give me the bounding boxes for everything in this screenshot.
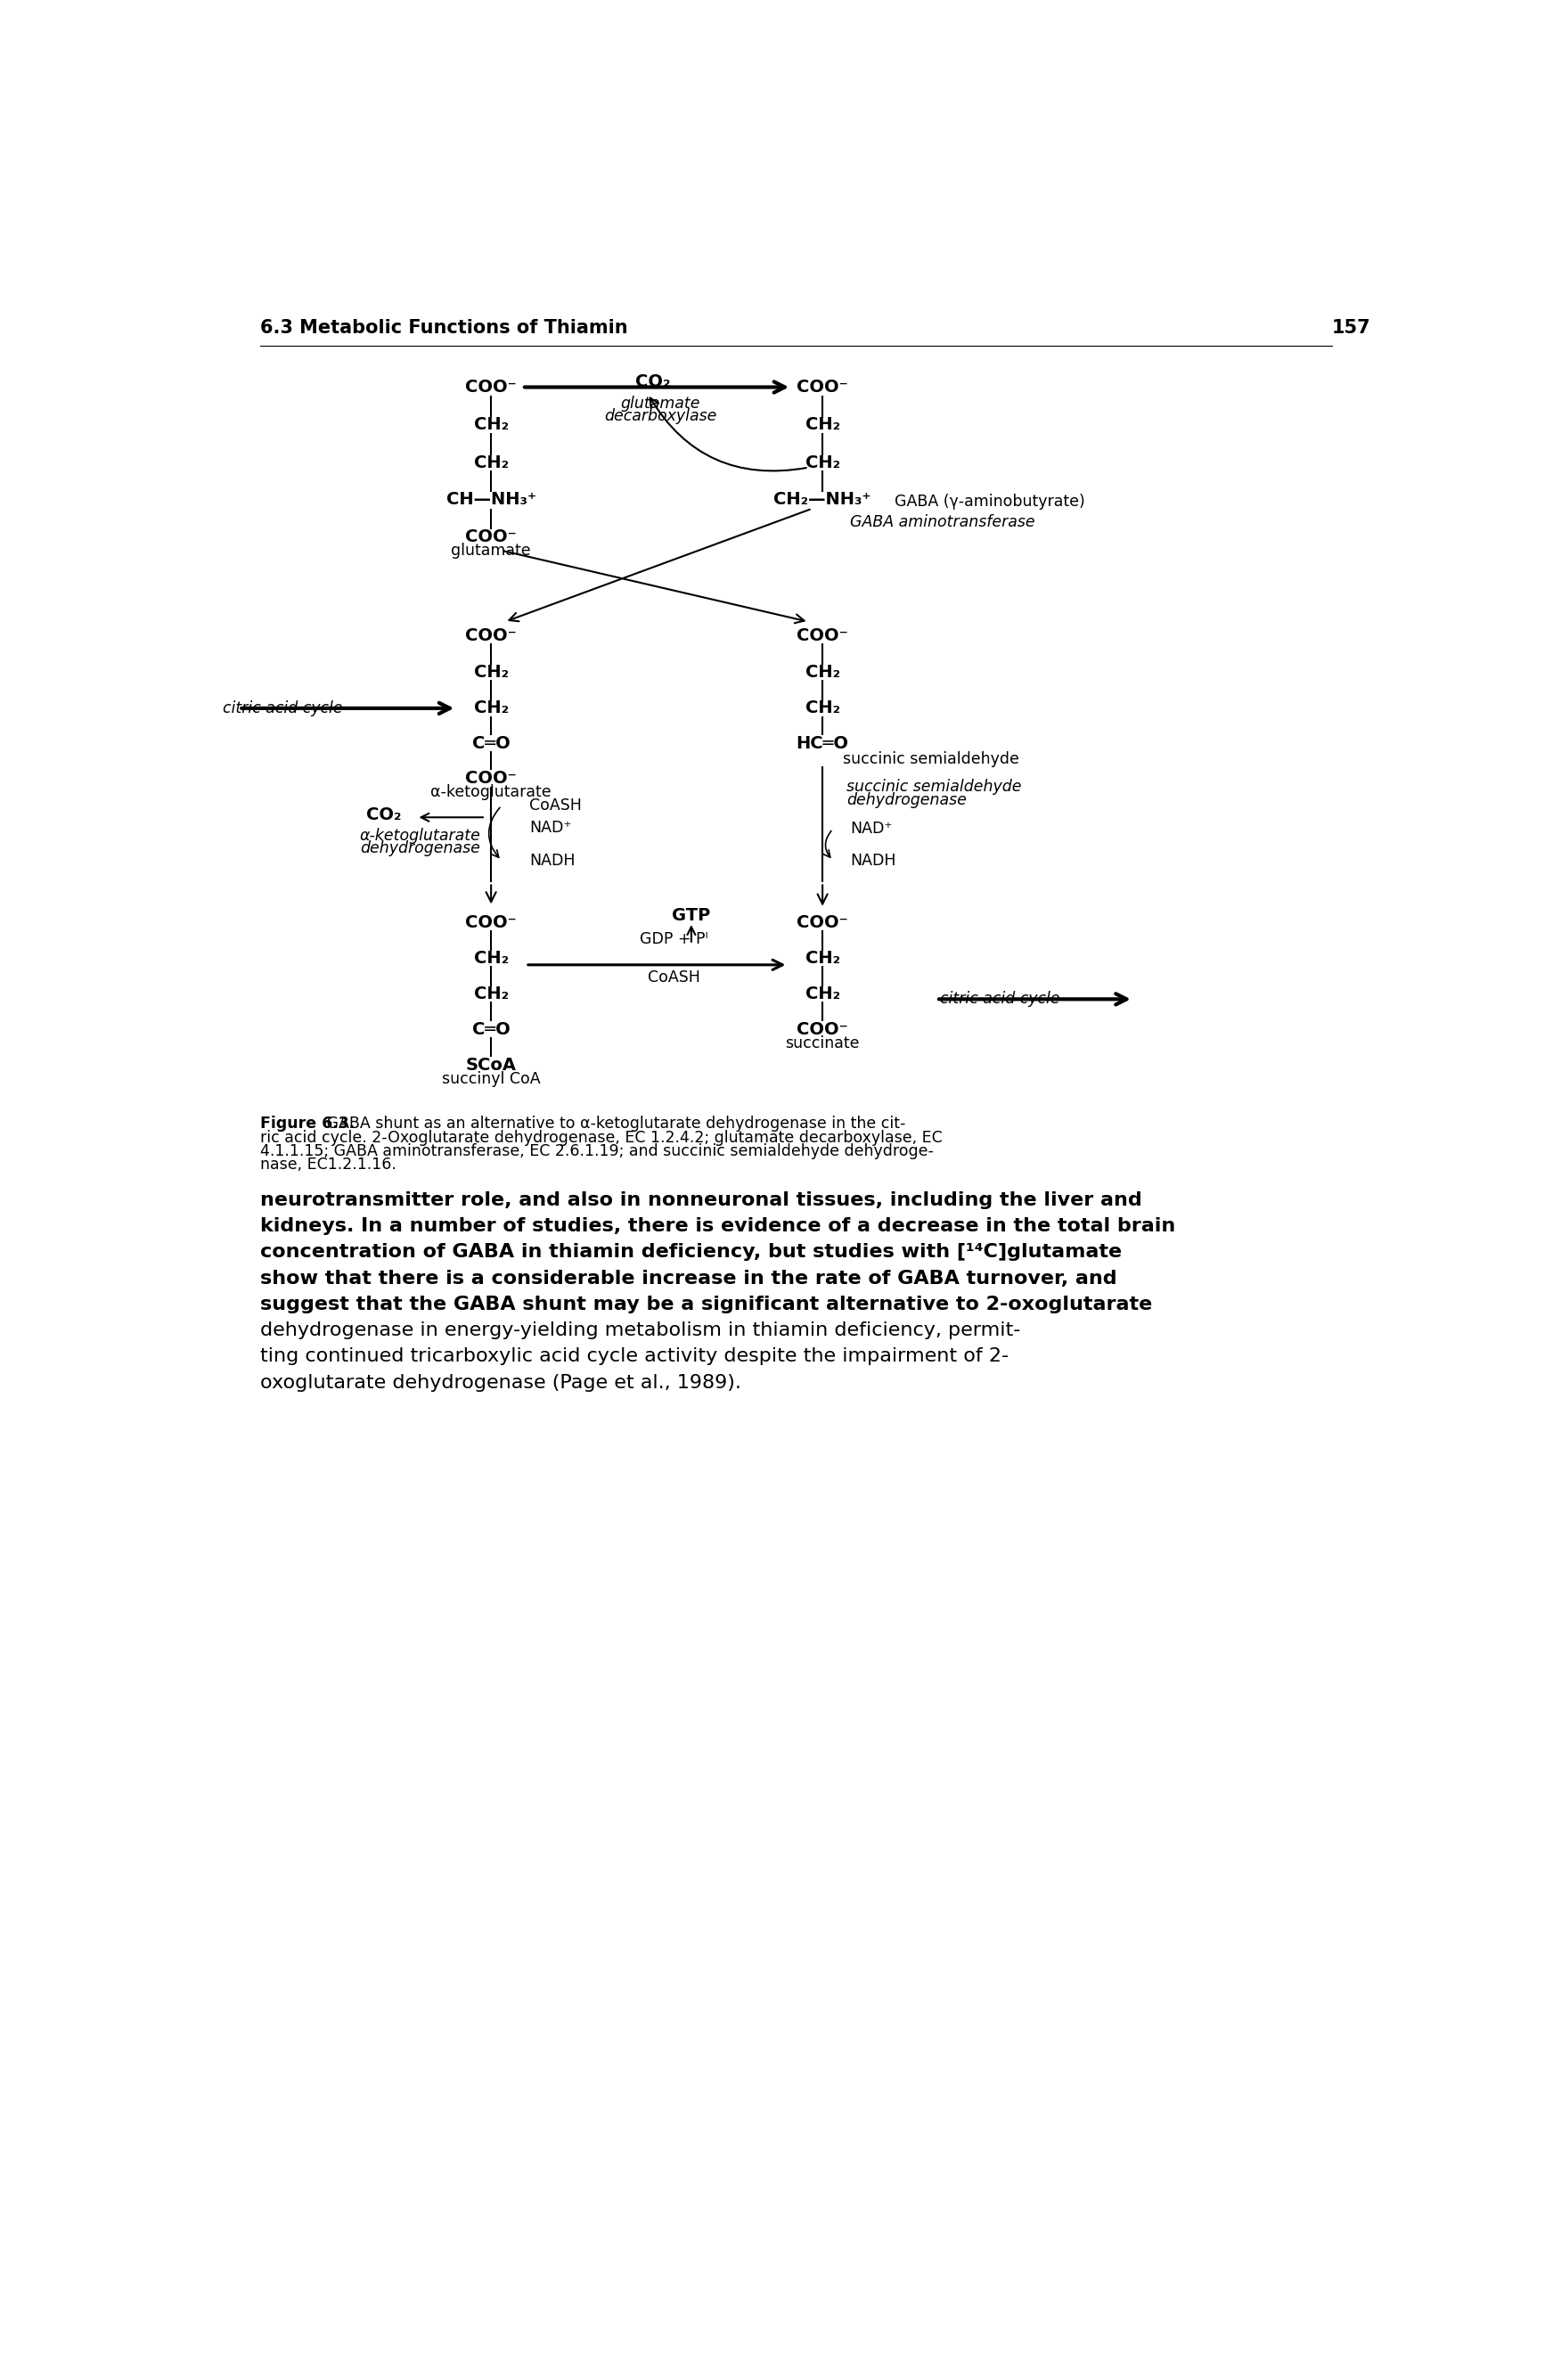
Text: 157: 157 [1332, 319, 1371, 338]
Text: Figure 6.3.: Figure 6.3. [259, 1116, 354, 1133]
Text: nase, EC1.2.1.16.: nase, EC1.2.1.16. [259, 1157, 396, 1173]
Text: dehydrogenase in energy-yielding metabolism in thiamin deficiency, permit-: dehydrogenase in energy-yielding metabol… [259, 1321, 1020, 1340]
Text: COO⁻: COO⁻ [797, 626, 848, 645]
Text: NAD⁺: NAD⁺ [849, 821, 893, 838]
Text: CH₂: CH₂ [474, 700, 508, 716]
Text: HC═O: HC═O [797, 735, 849, 752]
Text: COO⁻: COO⁻ [466, 769, 517, 788]
Text: oxoglutarate dehydrogenase (Page et al., 1989).: oxoglutarate dehydrogenase (Page et al.,… [259, 1373, 741, 1392]
Text: CH₂: CH₂ [804, 985, 840, 1002]
Text: CH₂: CH₂ [474, 985, 508, 1002]
Text: COO⁻: COO⁻ [797, 1021, 848, 1038]
Text: CH₂: CH₂ [474, 416, 508, 433]
Text: GDP + Pᴵ: GDP + Pᴵ [640, 931, 708, 947]
Text: CO₂: CO₂ [635, 374, 671, 390]
Text: CH₂: CH₂ [804, 950, 840, 966]
Text: show that there is a considerable increase in the rate of GABA turnover, and: show that there is a considerable increa… [259, 1269, 1117, 1288]
Text: succinic semialdehyde: succinic semialdehyde [843, 752, 1019, 766]
Text: ric acid cycle. 2-Oxoglutarate dehydrogenase, EC 1.2.4.2; glutamate decarboxylas: ric acid cycle. 2-Oxoglutarate dehydroge… [259, 1130, 943, 1145]
Text: CH—NH₃⁺: CH—NH₃⁺ [446, 490, 536, 509]
Text: suggest that the GABA shunt may be a significant alternative to 2-oxoglutarate: suggest that the GABA shunt may be a sig… [259, 1295, 1152, 1314]
Text: CH₂: CH₂ [804, 664, 840, 681]
Text: ting continued tricarboxylic acid cycle activity despite the impairment of 2-: ting continued tricarboxylic acid cycle … [259, 1347, 1008, 1366]
Text: C═O: C═O [472, 1021, 509, 1038]
Text: GABA shunt as an alternative to α-ketoglutarate dehydrogenase in the cit-: GABA shunt as an alternative to α-ketogl… [321, 1116, 905, 1133]
Text: citric acid cycle: citric acid cycle [222, 700, 343, 716]
Text: COO⁻: COO⁻ [797, 914, 848, 931]
Text: citric acid cycle: citric acid cycle [940, 990, 1059, 1007]
Text: α-ketoglutarate: α-ketoglutarate [360, 828, 481, 845]
Text: decarboxylase: decarboxylase [604, 407, 716, 424]
Text: CH₂: CH₂ [474, 455, 508, 471]
Text: dehydrogenase: dehydrogenase [846, 793, 968, 809]
Text: COO⁻: COO⁻ [466, 914, 517, 931]
Text: NADH: NADH [849, 852, 896, 869]
Text: glutamate: glutamate [450, 543, 531, 559]
Text: CO₂: CO₂ [367, 807, 401, 823]
Text: COO⁻: COO⁻ [466, 528, 517, 545]
Text: succinyl CoA: succinyl CoA [441, 1071, 540, 1088]
Text: succinic semialdehyde: succinic semialdehyde [846, 778, 1022, 795]
Text: NADH: NADH [530, 852, 575, 869]
Text: COO⁻: COO⁻ [466, 378, 517, 395]
Text: CH₂: CH₂ [804, 416, 840, 433]
Text: C═O: C═O [472, 735, 509, 752]
Text: COO⁻: COO⁻ [797, 378, 848, 395]
Text: CoASH: CoASH [530, 797, 581, 814]
Text: CH₂: CH₂ [804, 700, 840, 716]
Text: 4.1.1.15; GABA aminotransferase, EC 2.6.1.19; and succinic semialdehyde dehydrog: 4.1.1.15; GABA aminotransferase, EC 2.6.… [259, 1142, 933, 1159]
Text: 6.3 Metabolic Functions of Thiamin: 6.3 Metabolic Functions of Thiamin [259, 319, 627, 338]
Text: dehydrogenase: dehydrogenase [360, 840, 481, 857]
Text: glutamate: glutamate [620, 395, 700, 412]
Text: concentration of GABA in thiamin deficiency, but studies with [¹⁴C]glutamate: concentration of GABA in thiamin deficie… [259, 1242, 1121, 1261]
Text: neurotransmitter role, and also in nonneuronal tissues, including the liver and: neurotransmitter role, and also in nonne… [259, 1192, 1141, 1209]
Text: GABA aminotransferase: GABA aminotransferase [849, 514, 1036, 531]
Text: succinate: succinate [786, 1035, 860, 1052]
Text: CH₂—NH₃⁺: CH₂—NH₃⁺ [773, 490, 871, 509]
Text: GTP: GTP [672, 907, 711, 923]
Text: α-ketoglutarate: α-ketoglutarate [430, 783, 551, 800]
Text: SCoA: SCoA [466, 1057, 517, 1073]
Text: CH₂: CH₂ [474, 664, 508, 681]
Text: GABA (γ-aminobutyrate): GABA (γ-aminobutyrate) [895, 493, 1086, 509]
Text: NAD⁺: NAD⁺ [530, 819, 572, 835]
Text: COO⁻: COO⁻ [466, 626, 517, 645]
Text: kidneys. In a number of studies, there is evidence of a decrease in the total br: kidneys. In a number of studies, there i… [259, 1216, 1176, 1235]
Text: CH₂: CH₂ [804, 455, 840, 471]
Text: CH₂: CH₂ [474, 950, 508, 966]
Text: CoASH: CoASH [648, 969, 700, 985]
